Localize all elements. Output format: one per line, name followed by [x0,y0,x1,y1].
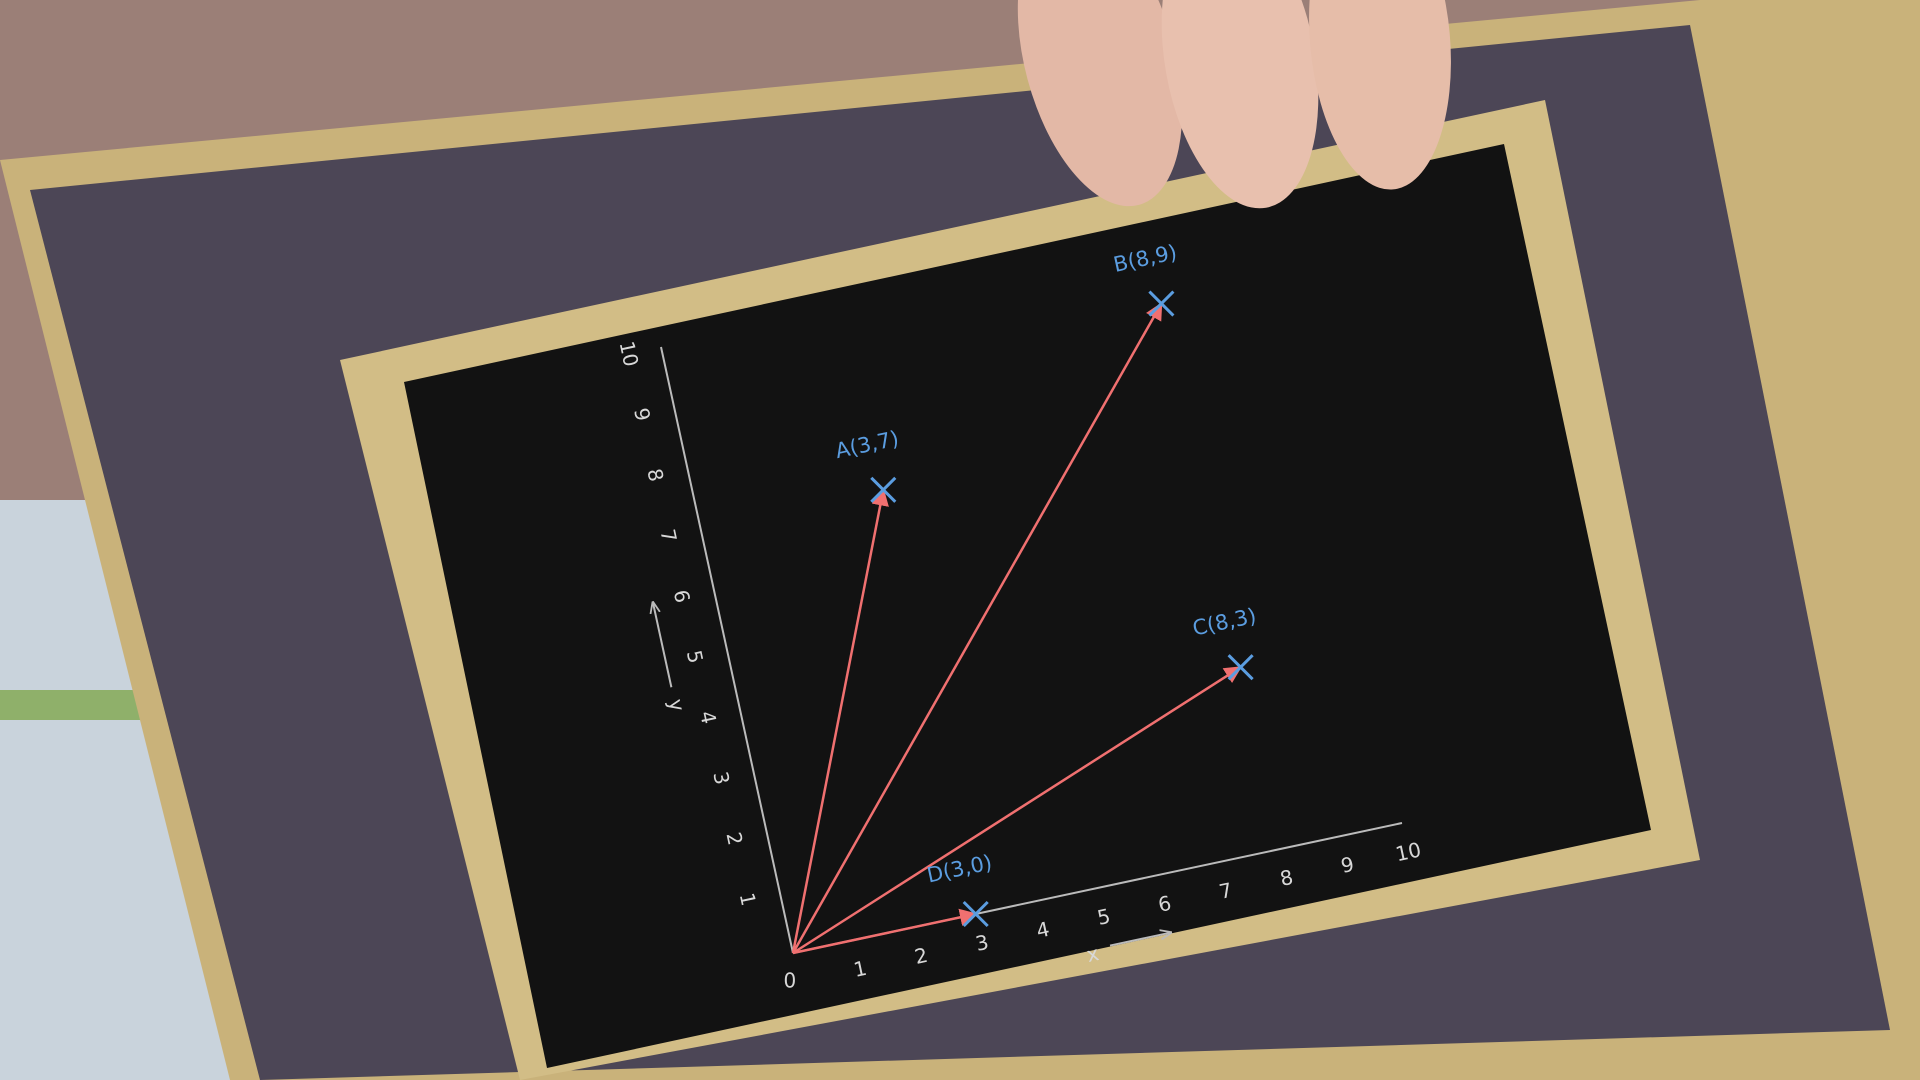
point-cross [1148,290,1175,317]
y-tick-label: 4 [695,709,721,726]
y-tick-label: 3 [708,769,734,786]
finger [1161,0,1319,209]
point-cross [1227,654,1254,681]
x-tick-label: 9 [1339,852,1356,878]
vector [792,908,978,955]
y-axis-label: y [664,697,690,714]
vector [791,488,889,954]
x-tick-label: 1 [851,956,868,982]
origin-label: 0 [783,969,796,993]
x-tick-label: 10 [1393,837,1423,866]
point-cross [962,900,989,928]
x-axis-arrow [1109,933,1171,947]
x-axis-label: x [1084,941,1101,967]
y-axis-arrow [653,602,673,688]
y-tick-label: 9 [629,406,655,423]
finger [1309,0,1451,190]
x-tick-label: 7 [1217,878,1234,904]
y-tick-label: 5 [682,648,708,665]
y-tick-label: 8 [642,466,668,483]
x-tick-label: 3 [973,930,990,956]
y-tick-label: 1 [735,891,761,908]
x-tick-label: 2 [912,943,929,969]
x-tick-label: 5 [1095,904,1112,930]
y-tick-label: 7 [656,527,682,544]
x-tick-label: 4 [1034,917,1051,943]
vector [792,666,1243,955]
y-tick-label: 2 [722,830,748,847]
y-tick-label: 10 [615,339,644,369]
y-axis [660,346,794,954]
x-tick-label: 8 [1278,865,1295,891]
finger [1017,0,1183,207]
x-tick-label: 6 [1156,891,1173,917]
point-cross [870,476,897,503]
vector [791,302,1163,954]
y-tick-label: 6 [669,588,695,605]
